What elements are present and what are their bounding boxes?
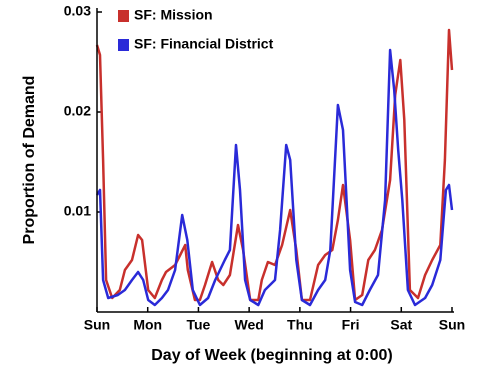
x-tick-label: Sun [84,317,110,333]
x-tick-label: Mon [133,317,162,333]
y-tick-label: 0.02 [64,103,91,119]
line-series [95,28,454,302]
x-tick-label: Sun [439,317,465,333]
y-tick-label: 0.03 [64,3,91,19]
y-tick-label: 0.01 [64,203,91,219]
x-tick-label: Thu [287,317,313,333]
x-axis-title: Day of Week (beginning at 0:00) [151,347,393,364]
x-tick-label: Wed [234,317,263,333]
legend-swatch [118,39,129,51]
x-tick-label: Tue [186,317,210,333]
line-series [95,48,454,307]
legend-label: SF: Mission [134,7,213,23]
x-tick-label: Fri [342,317,360,333]
legend-swatch [118,10,129,22]
legend-label: SF: Financial District [134,36,274,52]
y-axis-title: Proportion of Demand [21,76,38,245]
x-tick-label: Sat [390,317,412,333]
